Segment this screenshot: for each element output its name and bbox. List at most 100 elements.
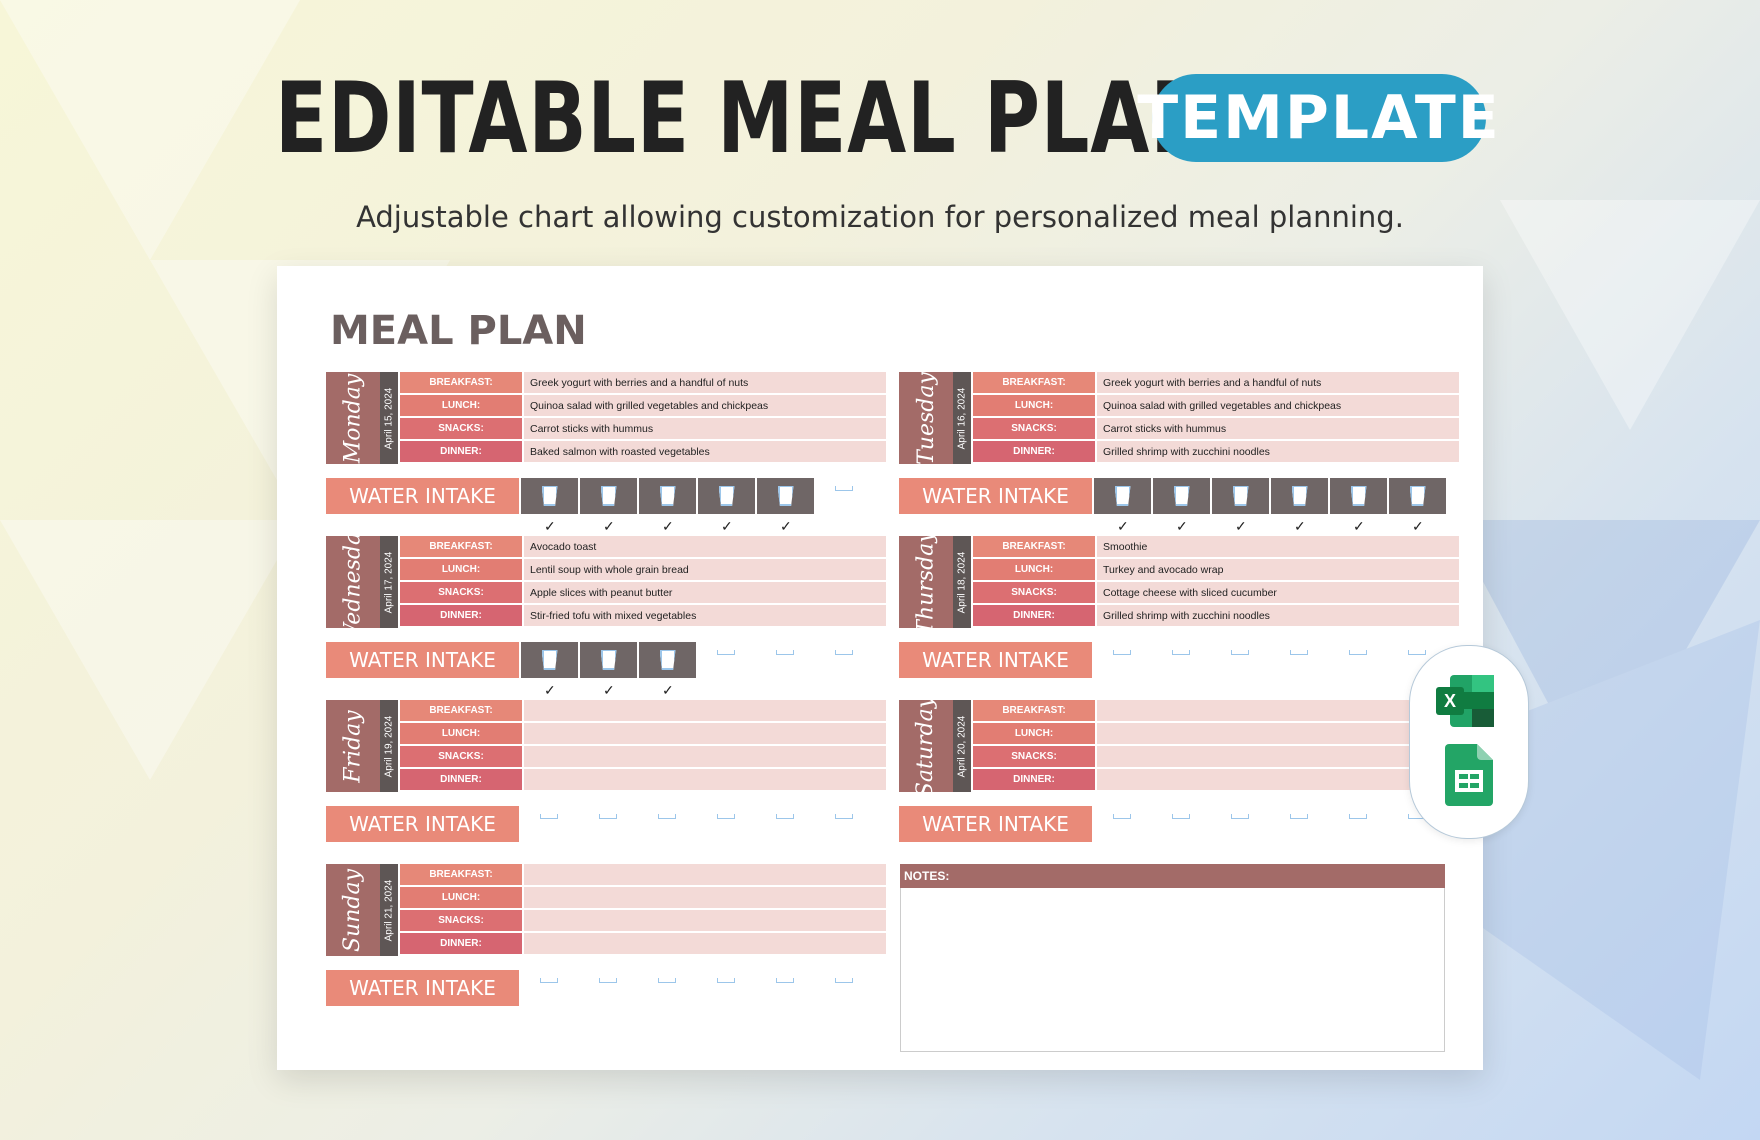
- water-glass-filled[interactable]: [757, 478, 814, 514]
- water-glass-empty[interactable]: [1172, 650, 1190, 655]
- water-glass-empty[interactable]: [540, 814, 558, 819]
- water-glass-empty[interactable]: [1290, 814, 1308, 819]
- water-glass-empty[interactable]: [1113, 650, 1131, 655]
- water-glass-filled[interactable]: [1094, 478, 1151, 514]
- water-glass-filled[interactable]: [1153, 478, 1210, 514]
- meal-value-field[interactable]: [524, 933, 886, 954]
- notes-field[interactable]: [900, 888, 1445, 1052]
- water-glass-empty[interactable]: [658, 814, 676, 819]
- water-glass-empty[interactable]: [776, 814, 794, 819]
- meal-value-field[interactable]: Greek yogurt with berries and a handful …: [524, 372, 886, 393]
- meal-row: SNACKS:: [400, 746, 886, 767]
- water-glass-empty[interactable]: [835, 978, 853, 983]
- meal-label: BREAKFAST:: [400, 536, 522, 557]
- water-glass-filled[interactable]: [1212, 478, 1269, 514]
- water-glass-empty[interactable]: [717, 978, 735, 983]
- day-name-text: Sunday: [340, 868, 366, 952]
- meal-row: BREAKFAST: Greek yogurt with berries and …: [400, 372, 886, 393]
- meal-value-field[interactable]: [524, 864, 886, 885]
- meal-value-field[interactable]: [524, 769, 886, 790]
- meal-value-field[interactable]: Grilled shrimp with zucchini noodles: [1097, 605, 1459, 626]
- water-glass-empty[interactable]: [599, 978, 617, 983]
- meal-value-field[interactable]: Smoothie: [1097, 536, 1459, 557]
- water-glass-filled[interactable]: [1330, 478, 1387, 514]
- meal-value-field[interactable]: Carrot sticks with hummus: [524, 418, 886, 439]
- water-glass-empty[interactable]: [835, 814, 853, 819]
- meal-row: DINNER: Stir-fried tofu with mixed vegeta…: [400, 605, 886, 626]
- check-mark: ✓: [1117, 518, 1129, 534]
- meal-value-field[interactable]: [524, 746, 886, 767]
- meal-value-field[interactable]: Quinoa salad with grilled vegetables and…: [524, 395, 886, 416]
- meal-value-field[interactable]: Grilled shrimp with zucchini noodles: [1097, 441, 1459, 462]
- check-mark: ✓: [662, 518, 674, 534]
- meal-value-field[interactable]: Quinoa salad with grilled vegetables and…: [1097, 395, 1459, 416]
- water-glass-filled[interactable]: [521, 642, 578, 678]
- meal-value-field[interactable]: [524, 910, 886, 931]
- water-glass-empty[interactable]: [1408, 650, 1426, 655]
- check-mark: ✓: [1176, 518, 1188, 534]
- excel-icon[interactable]: X: [1436, 673, 1496, 729]
- water-glass-filled[interactable]: [639, 478, 696, 514]
- water-glass-empty[interactable]: [835, 486, 853, 491]
- check-mark: ✓: [544, 518, 556, 534]
- meal-label: SNACKS:: [400, 910, 522, 931]
- meal-value-field[interactable]: [524, 700, 886, 721]
- meal-value-field[interactable]: Turkey and avocado wrap: [1097, 559, 1459, 580]
- water-glass-filled[interactable]: [639, 642, 696, 678]
- water-glass-empty[interactable]: [717, 814, 735, 819]
- check-mark: ✓: [662, 682, 674, 698]
- meal-value-field[interactable]: [524, 887, 886, 908]
- water-glass-empty[interactable]: [658, 978, 676, 983]
- check-mark: ✓: [1294, 518, 1306, 534]
- water-glass-empty[interactable]: [1231, 650, 1249, 655]
- meal-row: LUNCH: Turkey and avocado wrap: [973, 559, 1459, 580]
- water-glass-filled[interactable]: [1271, 478, 1328, 514]
- water-glass-empty[interactable]: [776, 978, 794, 983]
- day-name: Monday: [326, 372, 380, 464]
- water-glass-empty[interactable]: [1172, 814, 1190, 819]
- meal-value-field[interactable]: Avocado toast: [524, 536, 886, 557]
- water-glass-filled[interactable]: [580, 642, 637, 678]
- meal-label: SNACKS:: [973, 582, 1095, 603]
- water-glass-empty[interactable]: [717, 650, 735, 655]
- water-glass-empty[interactable]: [1349, 814, 1367, 819]
- meal-value-field[interactable]: [1097, 746, 1459, 767]
- water-intake-label: WATER INTAKE: [326, 806, 519, 842]
- meal-label: DINNER:: [400, 605, 522, 626]
- google-sheets-icon[interactable]: [1445, 744, 1493, 806]
- meal-value-field[interactable]: [1097, 769, 1459, 790]
- day-name: Tuesday: [899, 372, 953, 464]
- water-glass-empty[interactable]: [1290, 650, 1308, 655]
- water-glass-filled[interactable]: [580, 478, 637, 514]
- day-date-text: April 20, 2024: [956, 715, 968, 777]
- notes-header: NOTES:: [900, 864, 1445, 888]
- meal-row: DINNER: Baked salmon with roasted vegetab…: [400, 441, 886, 462]
- meal-value-field[interactable]: Apple slices with peanut butter: [524, 582, 886, 603]
- water-glass-empty[interactable]: [776, 650, 794, 655]
- water-glass-empty[interactable]: [1113, 814, 1131, 819]
- water-glass-empty[interactable]: [1231, 814, 1249, 819]
- water-intake-label: WATER INTAKE: [326, 642, 519, 678]
- meal-value-field[interactable]: Cottage cheese with sliced cucumber: [1097, 582, 1459, 603]
- meal-label: BREAKFAST:: [400, 372, 522, 393]
- water-glass-empty[interactable]: [540, 978, 558, 983]
- meal-value-field[interactable]: Baked salmon with roasted vegetables: [524, 441, 886, 462]
- water-glass-empty[interactable]: [835, 650, 853, 655]
- day-block: Friday April 19, 2024 BREAKFAST: LUNCH: SNAC…: [326, 700, 886, 870]
- water-glass-empty[interactable]: [599, 814, 617, 819]
- meal-value-field[interactable]: Stir-fried tofu with mixed vegetables: [524, 605, 886, 626]
- meal-value-field[interactable]: [524, 723, 886, 744]
- meal-value-field[interactable]: Carrot sticks with hummus: [1097, 418, 1459, 439]
- water-glass-filled[interactable]: [521, 478, 578, 514]
- meal-label: DINNER:: [973, 605, 1095, 626]
- glass-icon: [659, 650, 676, 670]
- water-glass-empty[interactable]: [1349, 650, 1367, 655]
- water-glass-filled[interactable]: [1389, 478, 1446, 514]
- meal-value-field[interactable]: [1097, 723, 1459, 744]
- meal-value-field[interactable]: Greek yogurt with berries and a handful …: [1097, 372, 1459, 393]
- meal-label: BREAKFAST:: [400, 700, 522, 721]
- meal-value-field[interactable]: [1097, 700, 1459, 721]
- meal-value-field[interactable]: Lentil soup with whole grain bread: [524, 559, 886, 580]
- water-glass-filled[interactable]: [698, 478, 755, 514]
- glass-icon: [1409, 486, 1426, 506]
